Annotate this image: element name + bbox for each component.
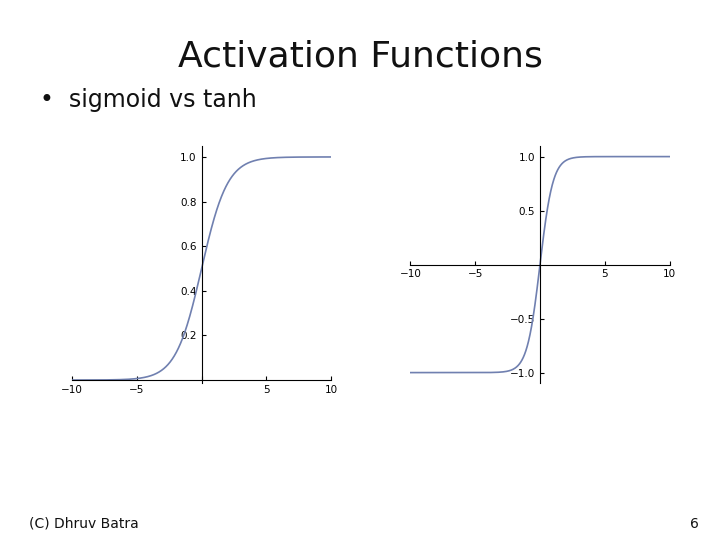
Text: 6: 6 <box>690 517 698 531</box>
Text: (C) Dhruv Batra: (C) Dhruv Batra <box>29 517 138 531</box>
Text: •  sigmoid vs tanh: • sigmoid vs tanh <box>40 88 256 112</box>
Text: Activation Functions: Activation Functions <box>178 40 542 73</box>
